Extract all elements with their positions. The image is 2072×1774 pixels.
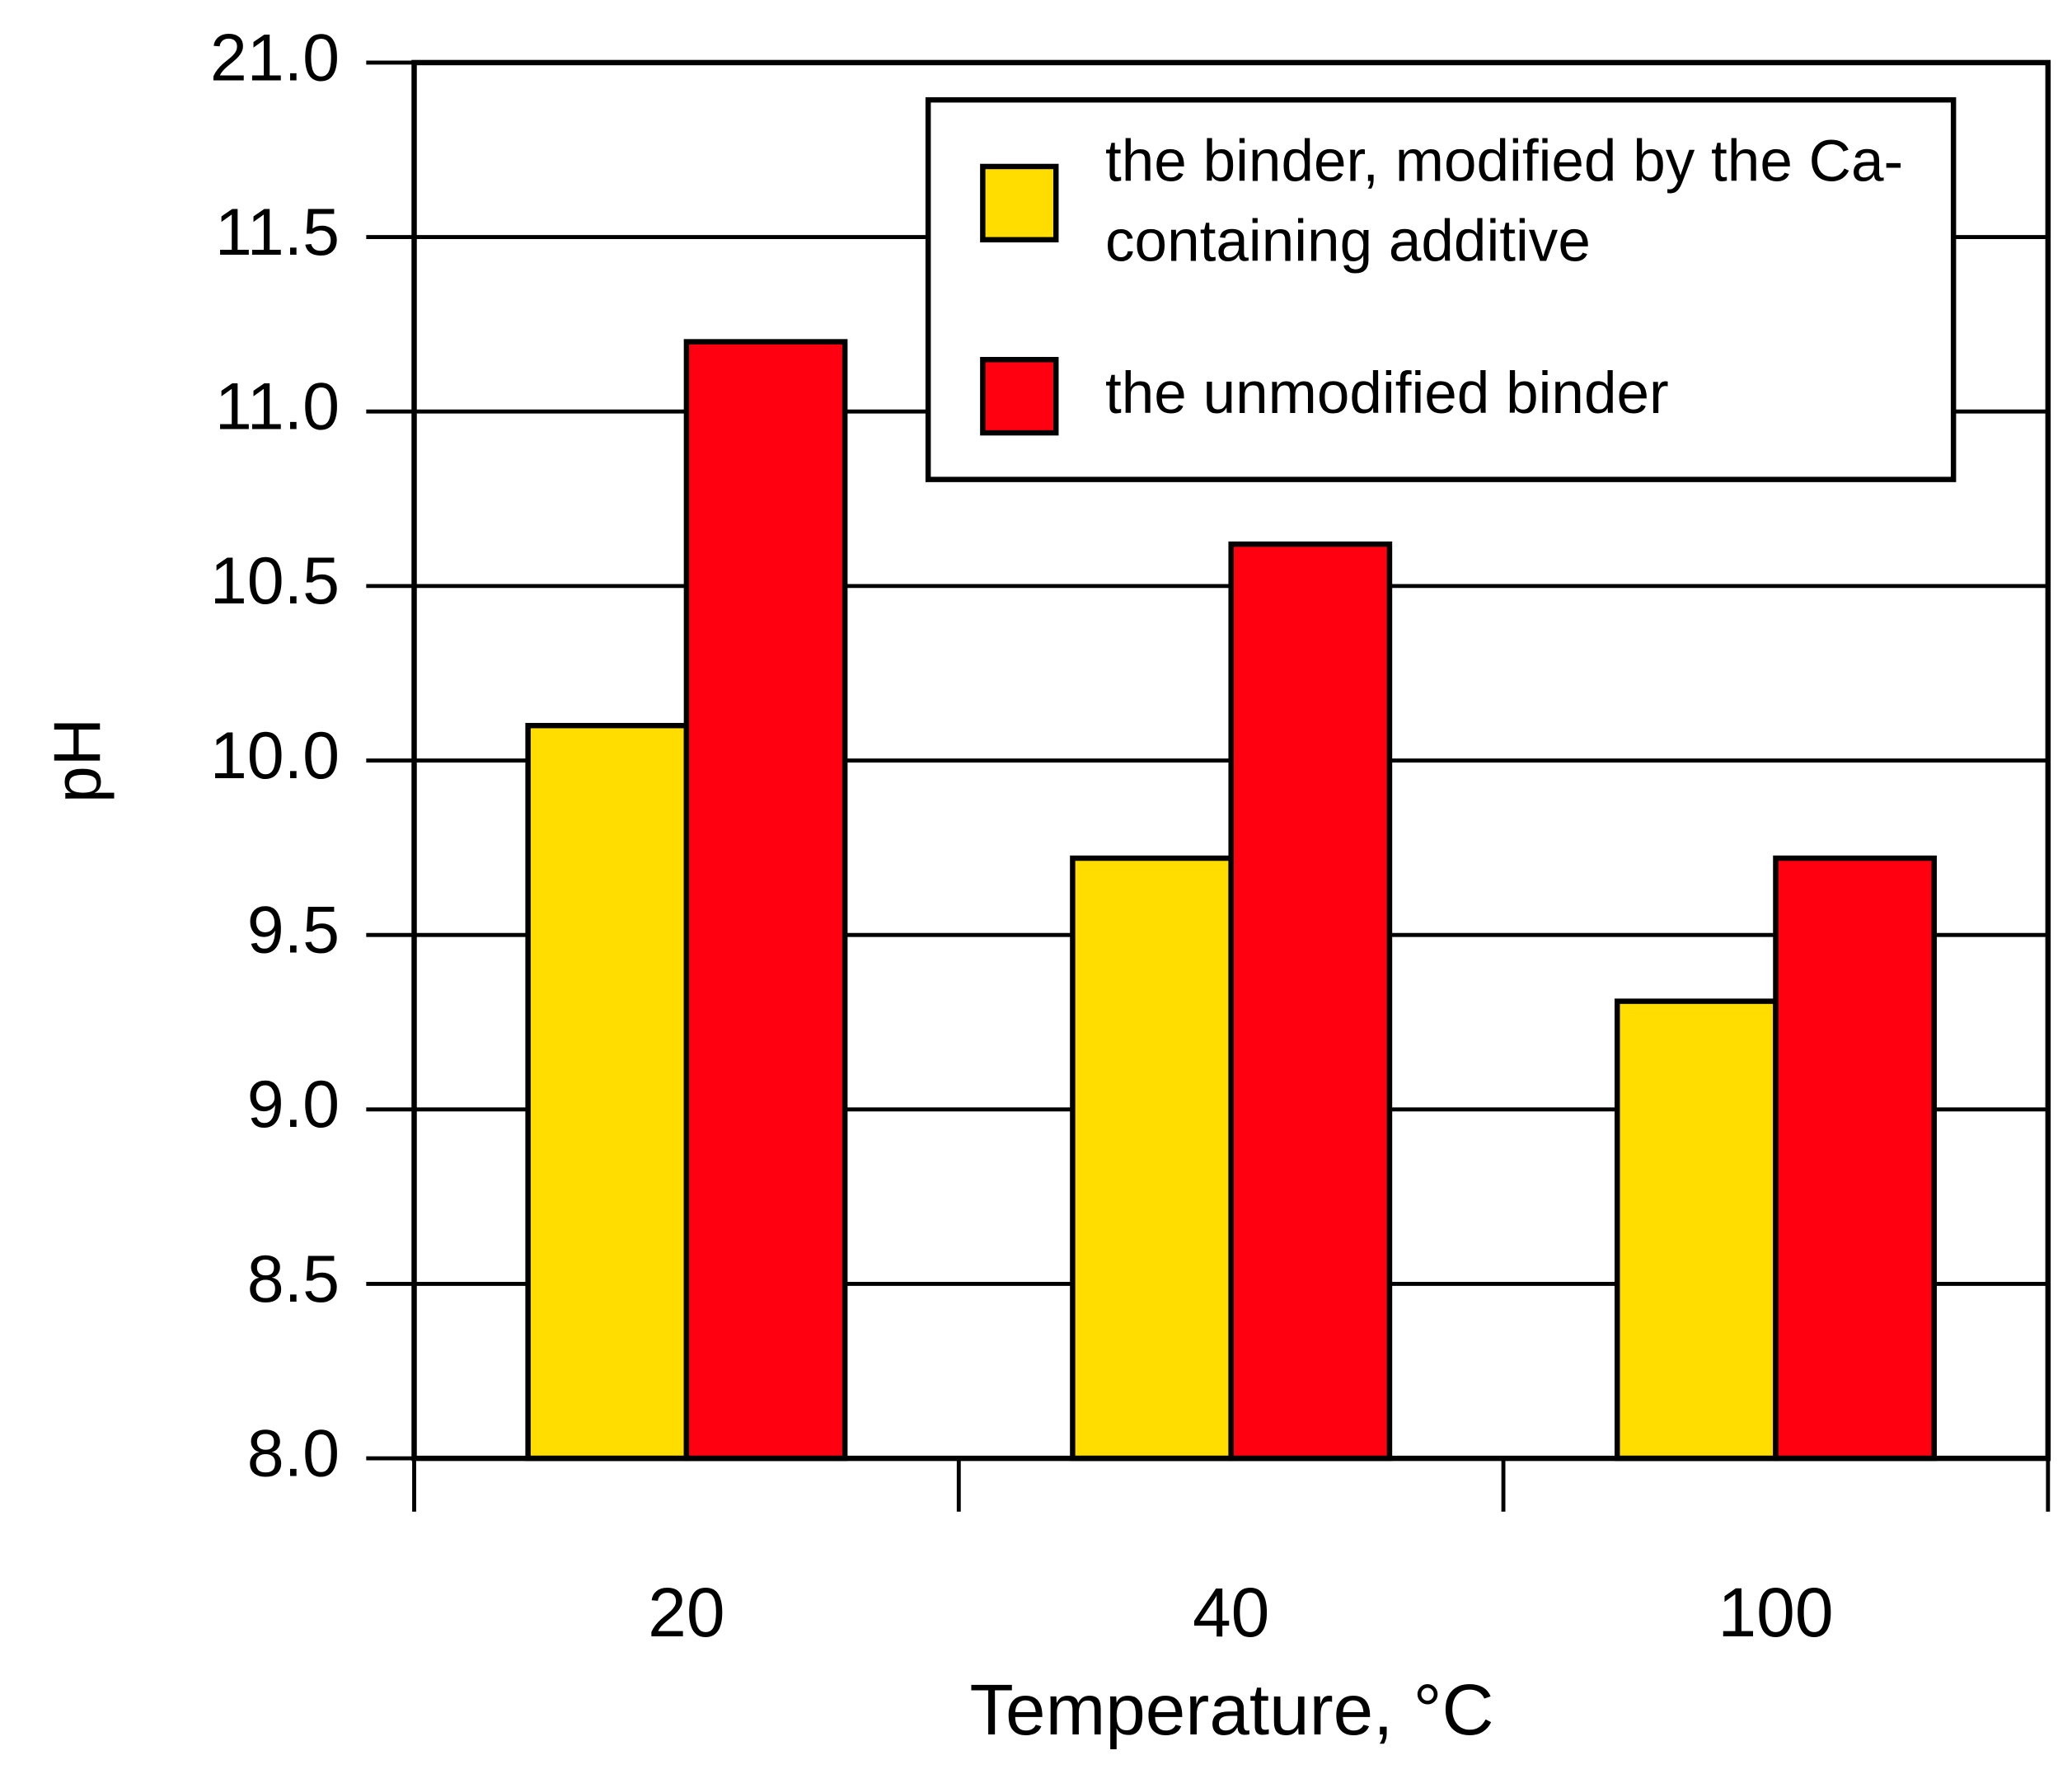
y-tick-label: 9.5 xyxy=(247,894,340,968)
legend-label-box: the unmodified binder xyxy=(1105,360,1669,426)
y-tick-label: 8.5 xyxy=(247,1242,340,1316)
bar xyxy=(683,339,848,1462)
legend-swatch xyxy=(980,163,1059,243)
y-tick-label: 8.0 xyxy=(247,1416,340,1490)
y-tick-label: 11.5 xyxy=(215,195,340,270)
x-axis-label: Temperature, °C xyxy=(969,1670,1493,1750)
y-tick-label: 10.0 xyxy=(210,719,340,793)
bar xyxy=(525,722,690,1462)
legend-box xyxy=(925,96,1957,482)
plot-frame xyxy=(411,59,2051,1462)
y-tick-label: 10.5 xyxy=(210,544,340,618)
legend-label: the unmodified binder xyxy=(1105,360,1669,426)
x-tick-label: 100 xyxy=(1718,1574,1833,1651)
legend-label: the binder, modified by the Ca-containin… xyxy=(1105,129,1904,275)
y-tick-label: 9.0 xyxy=(247,1068,340,1142)
x-tick-label: 20 xyxy=(648,1574,724,1651)
bar xyxy=(1070,855,1234,1462)
bar xyxy=(1614,998,1779,1462)
x-tick-label: 40 xyxy=(1193,1574,1269,1651)
legend-label-box: the binder, modified by the Ca-containin… xyxy=(1105,129,1904,275)
y-tick-label: 11.0 xyxy=(215,370,340,444)
legend-swatch xyxy=(980,356,1059,436)
bar xyxy=(1228,541,1393,1462)
y-tick-label: 21.0 xyxy=(210,21,340,95)
y-axis-label: pH xyxy=(41,718,115,803)
bar xyxy=(1773,855,1937,1462)
